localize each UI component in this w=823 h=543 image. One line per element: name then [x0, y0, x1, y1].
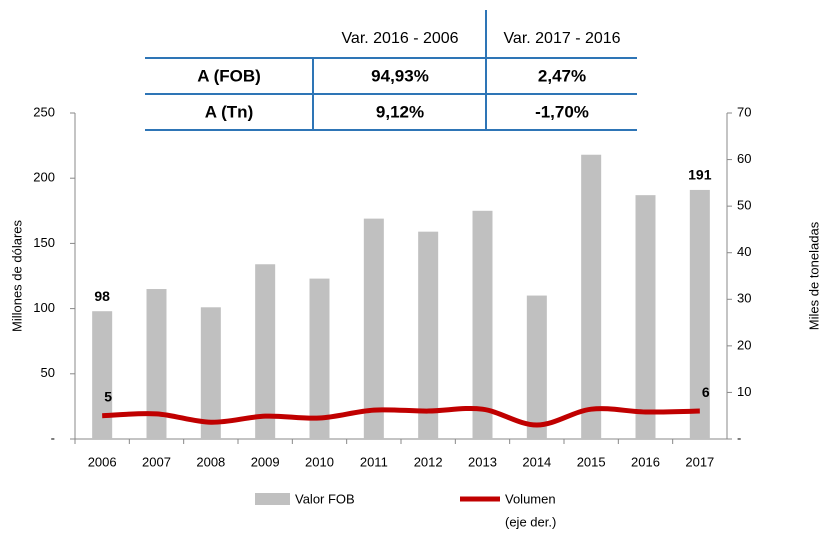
bar	[635, 195, 656, 439]
bar	[418, 231, 439, 439]
y2-tick-label: 20	[737, 337, 751, 352]
table-cell: 2,47%	[538, 66, 586, 85]
table-cell: A (FOB)	[197, 66, 261, 85]
data-label: 6	[702, 384, 710, 400]
y-tick-label: 250	[33, 104, 55, 119]
bar	[581, 154, 602, 439]
x-tick-label: 2007	[142, 454, 171, 469]
bar	[255, 264, 276, 439]
y-axis-title: Millones de dólares	[9, 220, 24, 333]
line	[102, 405, 700, 428]
bar	[146, 289, 167, 439]
data-label: 98	[94, 288, 110, 304]
table-cell: 9,12%	[376, 102, 424, 121]
x-tick-label: 2014	[522, 454, 551, 469]
table-header: Var. 2016 - 2006	[341, 30, 458, 47]
y2-tick-label: 30	[737, 291, 751, 306]
legend-label: Valor FOB	[295, 491, 355, 506]
y2-tick-label: 40	[737, 244, 751, 259]
table	[145, 10, 637, 131]
x-tick-label: 2017	[685, 454, 714, 469]
y-tick-label: 150	[33, 235, 55, 250]
table-header: Var. 2017 - 2016	[503, 30, 620, 47]
bar	[363, 218, 384, 439]
x-tick-label: 2011	[360, 454, 388, 469]
legend-label: (eje der.)	[505, 514, 556, 529]
bar	[92, 311, 113, 439]
y2-tick-label: 10	[737, 384, 751, 399]
y-tick-label: -	[51, 430, 55, 445]
table-cell: 94,93%	[371, 66, 429, 85]
x-tick-label: 2012	[414, 454, 443, 469]
x-tick-label: 2016	[631, 454, 660, 469]
x-tick-label: 2006	[88, 454, 117, 469]
legend-label: Volumen	[505, 491, 556, 506]
y-tick-label: 100	[33, 300, 55, 315]
x-tick-label: 2009	[251, 454, 280, 469]
table-cell: A (Tn)	[205, 102, 253, 121]
y2-axis-title: Miles de toneladas	[806, 221, 821, 330]
data-label: 191	[688, 167, 712, 183]
x-tick-label: 2010	[305, 454, 334, 469]
x-tick-label: 2015	[577, 454, 606, 469]
legend-swatch	[255, 493, 290, 505]
bar	[689, 189, 710, 439]
y2-tick-label: -	[737, 430, 741, 445]
y-tick-label: 50	[41, 365, 55, 380]
bar	[200, 307, 221, 439]
bar	[472, 210, 493, 439]
bar	[309, 278, 330, 439]
x-tick-label: 2013	[468, 454, 497, 469]
y-tick-label: 200	[33, 170, 55, 185]
y2-tick-label: 70	[737, 104, 751, 119]
y2-tick-label: 50	[737, 198, 751, 213]
y2-tick-label: 60	[737, 151, 751, 166]
data-label: 5	[104, 388, 112, 404]
bar	[526, 295, 547, 439]
x-tick-label: 2008	[196, 454, 225, 469]
table-cell: -1,70%	[535, 102, 589, 121]
